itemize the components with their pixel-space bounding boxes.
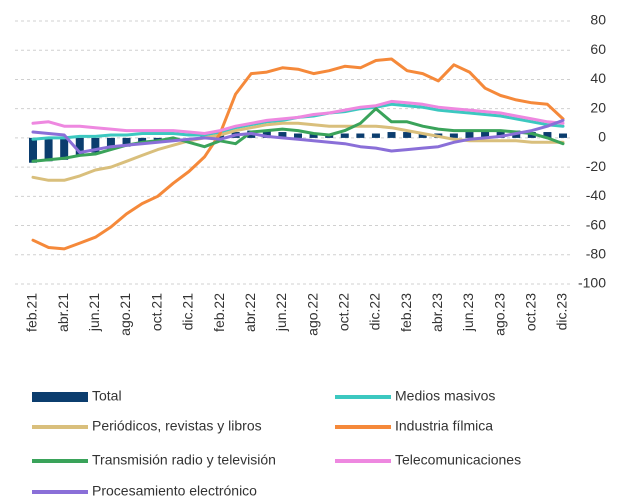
x-tick-label: feb.22 (211, 293, 227, 332)
x-tick-label: dic.21 (180, 293, 196, 331)
bar (60, 137, 69, 160)
bar (403, 132, 412, 138)
bar (340, 133, 349, 138)
x-tick-label: jun.22 (273, 293, 289, 332)
x-tick-label: ago.23 (491, 293, 507, 336)
line-series (31, 99, 565, 135)
x-tick-label: jun.23 (460, 293, 476, 332)
x-tick-label: abr.21 (55, 293, 71, 332)
legend-label: Total (92, 388, 122, 404)
x-tick-label: oct.22 (335, 293, 351, 331)
x-tick-label: dic.22 (367, 293, 383, 331)
x-tick-label: ago.21 (117, 293, 133, 336)
bar (418, 133, 427, 138)
bar (44, 137, 53, 162)
legend-swatch (32, 392, 88, 402)
bar (262, 130, 271, 138)
legend-label: Telecomunicaciones (395, 452, 521, 468)
line-series (31, 121, 565, 182)
y-tick-label: 80 (590, 12, 606, 28)
bar (465, 132, 474, 138)
bar (278, 132, 287, 138)
legend-label: Periódicos, revistas y libros (92, 418, 262, 434)
x-tick-label: feb.21 (24, 293, 40, 332)
y-tick-label: 20 (590, 99, 606, 115)
legend-label: Industria fílmica (395, 418, 493, 434)
legend-label: Procesamiento electrónico (92, 483, 257, 499)
x-tick-label: abr.23 (429, 293, 445, 332)
bar (294, 133, 302, 138)
line-series (31, 118, 565, 154)
bar (449, 133, 458, 138)
y-tick-label: 0 (598, 129, 606, 145)
bar (29, 137, 37, 163)
y-tick-label: 40 (590, 70, 606, 86)
y-tick-label: -40 (586, 187, 606, 203)
bar (543, 132, 552, 138)
bar (496, 130, 505, 138)
bar (75, 137, 84, 156)
y-tick-label: -100 (578, 275, 606, 291)
x-tick-label: oct.21 (148, 293, 164, 331)
legend-label: Transmisión radio y televisión (92, 452, 276, 468)
bar (309, 133, 318, 138)
bar (122, 137, 131, 147)
x-tick-label: jun.21 (86, 293, 102, 332)
y-tick-label: -60 (586, 216, 606, 232)
y-tick-label: -20 (586, 158, 606, 174)
line-series (31, 57, 565, 251)
bar (559, 133, 567, 138)
bar (106, 137, 115, 150)
bar (91, 137, 100, 153)
x-tick-label: ago.22 (304, 293, 320, 336)
bar (371, 133, 380, 138)
x-tick-label: oct.23 (523, 293, 539, 331)
x-tick-label: abr.22 (242, 293, 258, 332)
y-tick-label: -80 (586, 245, 606, 261)
x-tick-label: feb.23 (398, 293, 414, 332)
bar (481, 130, 490, 138)
bar (387, 132, 396, 138)
bar (356, 133, 365, 138)
x-tick-label: dic.23 (554, 293, 570, 331)
legend-label: Medios masivos (395, 388, 495, 404)
y-tick-label: 60 (590, 41, 606, 57)
